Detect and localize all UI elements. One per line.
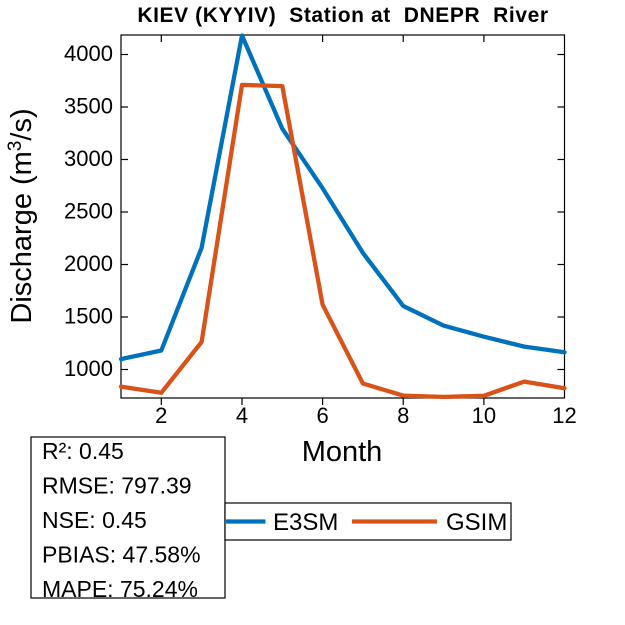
svg-text:6: 6 xyxy=(316,403,328,428)
svg-text:10: 10 xyxy=(472,403,496,428)
svg-text:1000: 1000 xyxy=(64,356,113,381)
svg-text:NSE: 0.45: NSE: 0.45 xyxy=(42,507,147,533)
svg-text:RMSE: 797.39: RMSE: 797.39 xyxy=(42,473,192,499)
svg-text:2: 2 xyxy=(155,403,167,428)
svg-text:4: 4 xyxy=(236,403,248,428)
svg-text:PBIAS: 47.58%: PBIAS: 47.58% xyxy=(42,542,201,568)
svg-text:2000: 2000 xyxy=(64,251,113,276)
svg-text:8: 8 xyxy=(397,403,409,428)
svg-text:R²: 0.45: R²: 0.45 xyxy=(42,438,124,464)
svg-text:3000: 3000 xyxy=(64,146,113,171)
svg-text:Discharge (m3/s): Discharge (m3/s) xyxy=(5,108,39,323)
svg-text:2500: 2500 xyxy=(64,199,113,224)
svg-text:KIEV (KYYIV) Station at DNEP: KIEV (KYYIV) Station at DNEPR River xyxy=(137,4,548,27)
svg-text:3500: 3500 xyxy=(64,94,113,119)
svg-text:12: 12 xyxy=(552,403,576,428)
svg-text:GSIM: GSIM xyxy=(446,509,507,536)
svg-text:4000: 4000 xyxy=(64,41,113,66)
svg-text:Month: Month xyxy=(302,436,383,468)
svg-text:1500: 1500 xyxy=(64,304,113,329)
svg-text:E3SM: E3SM xyxy=(273,509,338,536)
svg-text:MAPE: 75.24%: MAPE: 75.24% xyxy=(42,576,198,602)
